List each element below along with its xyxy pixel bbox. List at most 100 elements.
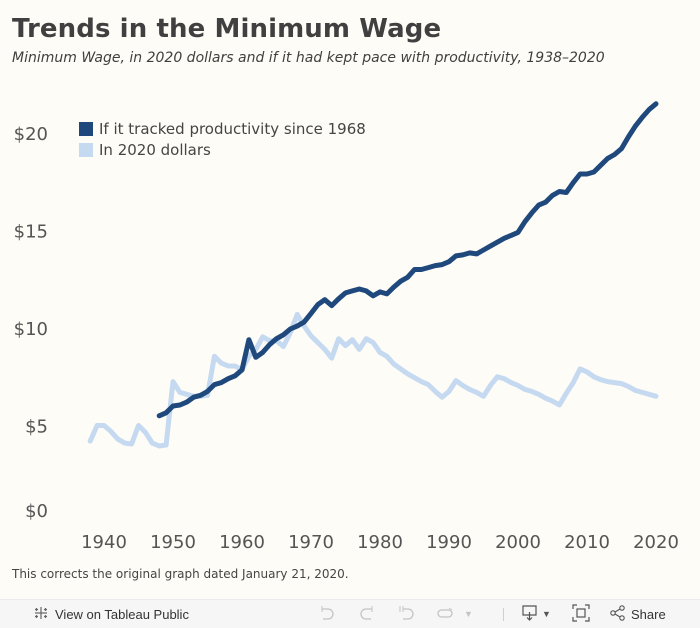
data-point-productivity[interactable] bbox=[516, 230, 521, 235]
data-point-2020-dollars[interactable] bbox=[171, 379, 176, 384]
legend-item-productivity[interactable]: If it tracked productivity since 1968 bbox=[79, 118, 366, 139]
data-point-2020-dollars[interactable] bbox=[102, 423, 107, 428]
data-point-productivity[interactable] bbox=[474, 251, 479, 256]
data-point-productivity[interactable] bbox=[384, 291, 389, 296]
data-point-2020-dollars[interactable] bbox=[88, 439, 93, 444]
data-point-2020-dollars[interactable] bbox=[295, 312, 300, 317]
data-point-2020-dollars[interactable] bbox=[398, 366, 403, 371]
data-point-2020-dollars[interactable] bbox=[654, 394, 659, 399]
data-point-productivity[interactable] bbox=[164, 410, 169, 415]
data-point-productivity[interactable] bbox=[626, 134, 631, 139]
data-point-productivity[interactable] bbox=[322, 297, 327, 302]
data-point-productivity[interactable] bbox=[591, 170, 596, 175]
data-point-2020-dollars[interactable] bbox=[647, 392, 652, 397]
data-point-2020-dollars[interactable] bbox=[364, 336, 369, 341]
data-point-productivity[interactable] bbox=[240, 367, 245, 372]
data-point-2020-dollars[interactable] bbox=[329, 356, 334, 361]
data-point-2020-dollars[interactable] bbox=[536, 392, 541, 397]
data-point-2020-dollars[interactable] bbox=[391, 362, 396, 367]
data-point-productivity[interactable] bbox=[274, 336, 279, 341]
data-point-productivity[interactable] bbox=[412, 267, 417, 272]
data-point-2020-dollars[interactable] bbox=[495, 374, 500, 379]
data-point-productivity[interactable] bbox=[495, 240, 500, 245]
data-point-productivity[interactable] bbox=[481, 248, 486, 253]
data-point-2020-dollars[interactable] bbox=[405, 371, 410, 376]
data-point-productivity[interactable] bbox=[619, 146, 624, 151]
data-point-productivity[interactable] bbox=[426, 265, 431, 270]
data-point-productivity[interactable] bbox=[557, 189, 562, 194]
data-point-2020-dollars[interactable] bbox=[115, 437, 120, 442]
refresh-dropdown-button[interactable]: ▼ bbox=[464, 600, 473, 628]
data-point-productivity[interactable] bbox=[281, 332, 286, 337]
redo-button[interactable] bbox=[358, 600, 376, 628]
data-point-2020-dollars[interactable] bbox=[585, 369, 590, 374]
data-point-productivity[interactable] bbox=[336, 296, 341, 301]
data-point-2020-dollars[interactable] bbox=[529, 389, 534, 394]
data-point-productivity[interactable] bbox=[309, 311, 314, 316]
data-point-productivity[interactable] bbox=[391, 285, 396, 290]
data-point-productivity[interactable] bbox=[302, 320, 307, 325]
data-point-productivity[interactable] bbox=[233, 373, 238, 378]
data-point-2020-dollars[interactable] bbox=[371, 340, 376, 345]
data-point-2020-dollars[interactable] bbox=[612, 380, 617, 385]
data-point-2020-dollars[interactable] bbox=[157, 444, 162, 449]
data-point-2020-dollars[interactable] bbox=[143, 430, 148, 435]
legend-item-2020-dollars[interactable]: In 2020 dollars bbox=[79, 139, 366, 160]
data-point-2020-dollars[interactable] bbox=[571, 380, 576, 385]
data-point-2020-dollars[interactable] bbox=[412, 375, 417, 380]
data-point-2020-dollars[interactable] bbox=[164, 443, 169, 448]
data-point-2020-dollars[interactable] bbox=[467, 387, 472, 392]
data-point-2020-dollars[interactable] bbox=[447, 389, 452, 394]
data-point-productivity[interactable] bbox=[419, 267, 424, 272]
data-point-2020-dollars[interactable] bbox=[309, 333, 314, 338]
data-point-productivity[interactable] bbox=[550, 193, 555, 198]
series-line-2020-dollars[interactable] bbox=[87, 311, 659, 449]
data-point-productivity[interactable] bbox=[226, 376, 231, 381]
download-button[interactable]: ▼ bbox=[521, 600, 551, 628]
data-point-productivity[interactable] bbox=[460, 252, 465, 257]
data-point-productivity[interactable] bbox=[640, 115, 645, 120]
data-point-productivity[interactable] bbox=[529, 210, 534, 215]
data-point-productivity[interactable] bbox=[350, 288, 355, 293]
data-point-2020-dollars[interactable] bbox=[95, 423, 100, 428]
data-point-productivity[interactable] bbox=[398, 279, 403, 284]
data-point-productivity[interactable] bbox=[260, 350, 265, 355]
data-point-2020-dollars[interactable] bbox=[488, 383, 493, 388]
data-point-2020-dollars[interactable] bbox=[350, 337, 355, 342]
data-point-2020-dollars[interactable] bbox=[578, 366, 583, 371]
fullscreen-button[interactable] bbox=[572, 600, 590, 628]
data-point-productivity[interactable] bbox=[440, 262, 445, 267]
data-point-productivity[interactable] bbox=[467, 250, 472, 255]
data-point-2020-dollars[interactable] bbox=[108, 429, 113, 434]
data-point-2020-dollars[interactable] bbox=[550, 399, 555, 404]
data-point-2020-dollars[interactable] bbox=[564, 391, 569, 396]
data-point-2020-dollars[interactable] bbox=[226, 364, 231, 369]
data-point-2020-dollars[interactable] bbox=[129, 442, 134, 447]
data-point-2020-dollars[interactable] bbox=[460, 383, 465, 388]
data-point-2020-dollars[interactable] bbox=[598, 377, 603, 382]
data-point-2020-dollars[interactable] bbox=[260, 334, 265, 339]
data-point-productivity[interactable] bbox=[378, 289, 383, 294]
data-point-2020-dollars[interactable] bbox=[122, 441, 127, 446]
plot-area[interactable] bbox=[87, 101, 659, 449]
data-point-productivity[interactable] bbox=[633, 124, 638, 129]
data-point-2020-dollars[interactable] bbox=[336, 336, 341, 341]
data-point-productivity[interactable] bbox=[295, 324, 300, 329]
data-point-2020-dollars[interactable] bbox=[626, 384, 631, 389]
data-point-2020-dollars[interactable] bbox=[640, 390, 645, 395]
legend[interactable]: If it tracked productivity since 1968 In… bbox=[79, 118, 366, 160]
data-point-2020-dollars[interactable] bbox=[426, 382, 431, 387]
refresh-button[interactable] bbox=[436, 600, 456, 628]
data-point-productivity[interactable] bbox=[522, 219, 527, 224]
data-point-2020-dollars[interactable] bbox=[150, 441, 155, 446]
data-point-productivity[interactable] bbox=[598, 163, 603, 168]
data-point-2020-dollars[interactable] bbox=[509, 380, 514, 385]
undo-button[interactable] bbox=[318, 600, 336, 628]
data-point-2020-dollars[interactable] bbox=[633, 388, 638, 393]
data-point-2020-dollars[interactable] bbox=[433, 389, 438, 394]
data-point-productivity[interactable] bbox=[509, 233, 514, 238]
data-point-2020-dollars[interactable] bbox=[233, 364, 238, 369]
data-point-2020-dollars[interactable] bbox=[343, 343, 348, 348]
share-button[interactable]: Share bbox=[610, 600, 666, 628]
data-point-2020-dollars[interactable] bbox=[322, 347, 327, 352]
